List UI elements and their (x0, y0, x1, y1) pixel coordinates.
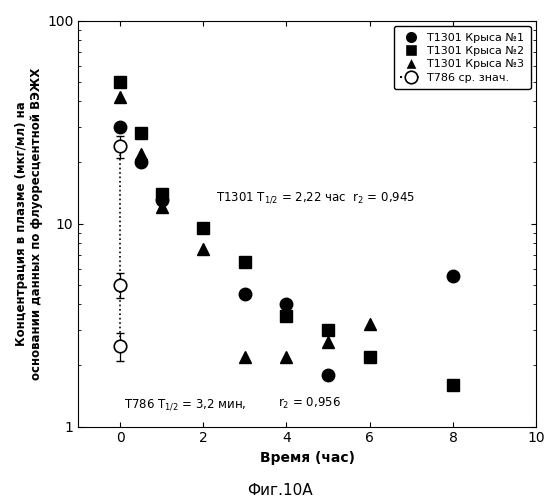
X-axis label: Время (час): Время (час) (260, 451, 355, 465)
T1301 Крыса №3 (366, 321, 373, 327)
T1301 Крыса №2 (116, 78, 123, 84)
Legend: T1301 Крыса №1, T1301 Крыса №2, T1301 Крыса №3, T786 ср. знач.: T1301 Крыса №1, T1301 Крыса №2, T1301 Кр… (394, 26, 531, 90)
T1301 Крыса №1 (137, 160, 144, 166)
Text: T1301 T$_{1/2}$ = 2,22 час  r$_2$ = 0,945: T1301 T$_{1/2}$ = 2,22 час r$_2$ = 0,945 (216, 190, 415, 205)
T1301 Крыса №2 (200, 225, 207, 231)
T1301 Крыса №3 (241, 354, 248, 360)
T1301 Крыса №2 (137, 130, 144, 136)
T1301 Крыса №1 (158, 198, 165, 203)
T1301 Крыса №2 (366, 354, 373, 360)
Text: Фиг.10А: Фиг.10А (247, 483, 313, 498)
T1301 Крыса №2 (158, 191, 165, 197)
T1301 Крыса №1 (450, 274, 456, 280)
T1301 Крыса №3 (158, 204, 165, 210)
T1301 Крыса №2 (241, 258, 248, 264)
Text: T786 T$_{1/2}$ = 3,2 мин,: T786 T$_{1/2}$ = 3,2 мин, (124, 397, 247, 411)
Text: r$_2$ = 0,956: r$_2$ = 0,956 (278, 396, 341, 411)
T1301 Крыса №2 (283, 313, 290, 319)
T1301 Крыса №2 (325, 326, 332, 332)
T1301 Крыса №1 (241, 291, 248, 297)
T1301 Крыса №1 (325, 372, 332, 378)
T1301 Крыса №3 (325, 340, 332, 345)
T1301 Крыса №1 (116, 124, 123, 130)
T1301 Крыса №1 (283, 302, 290, 308)
T1301 Крыса №3 (116, 94, 123, 100)
T1301 Крыса №3 (283, 354, 290, 360)
Line: T1301 Крыса №1: T1301 Крыса №1 (114, 120, 459, 381)
T1301 Крыса №3 (137, 151, 144, 157)
T1301 Крыса №2 (450, 382, 456, 388)
T1301 Крыса №3 (200, 246, 207, 252)
Line: T1301 Крыса №3: T1301 Крыса №3 (114, 90, 376, 364)
Y-axis label: Концентрация в плазме (мкг/мл) на
основании данных по флуоресцентной ВЭЖХ: Концентрация в плазме (мкг/мл) на основа… (15, 68, 43, 380)
Line: T1301 Крыса №2: T1301 Крыса №2 (114, 76, 459, 392)
